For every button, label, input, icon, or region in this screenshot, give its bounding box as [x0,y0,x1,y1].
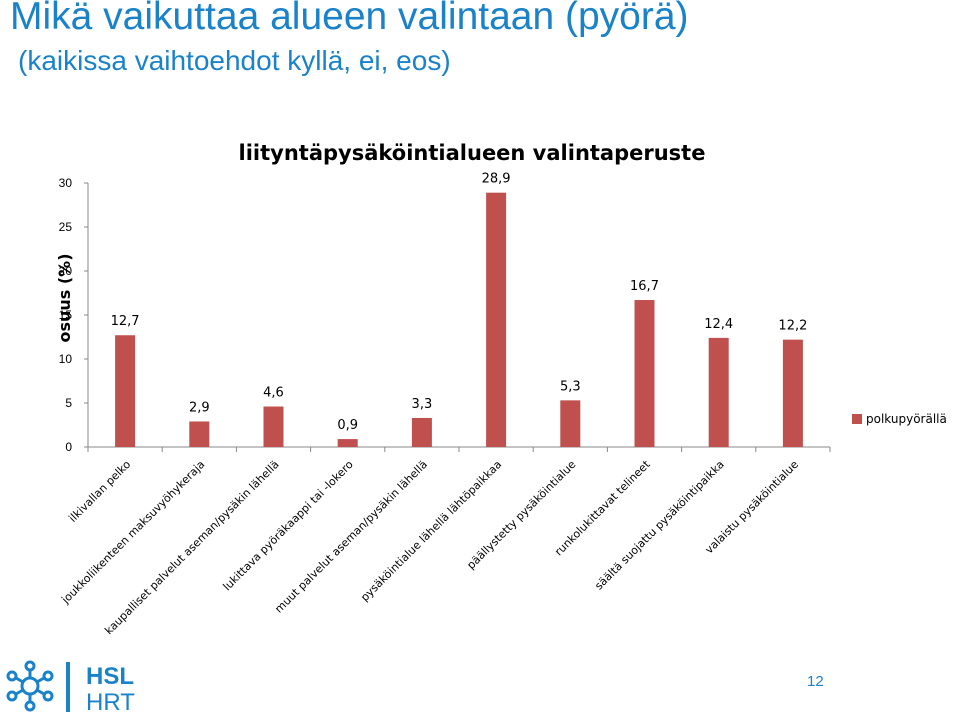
bar [189,421,210,447]
bar [263,406,284,447]
slide-title: Mikä vaikuttaa alueen valintaan (pyörä) [10,0,689,38]
x-tick-label: säältä suojattu pysäköintipaikka [592,458,727,593]
data-label: 28,9 [482,172,511,187]
slide-subtitle: (kaikissa vaihtoehdot kyllä, ei, eos) [18,45,451,76]
bar [486,192,507,447]
bar [115,335,136,447]
data-label: 3,3 [412,397,433,412]
x-tick-label: joukkoliikenteen maksuvyöhykeraja [58,458,207,607]
y-tick-label: 10 [59,352,73,366]
x-tick-label: muut palvelut aseman/pysäkin lähellä [272,458,430,616]
y-tick-label: 30 [59,176,73,190]
hsl-logo-mark: HSL HRT [6,660,135,716]
x-tick-label: ilkivallan pelko [66,458,133,525]
y-tick-label: 25 [59,220,73,234]
x-tick-label: lukittava pyöräkaappi tai -lokero [221,458,356,593]
y-tick-label: 0 [65,440,72,454]
bar [782,339,803,447]
page-number: 12 [807,673,824,690]
data-label: 2,9 [189,400,210,415]
y-tick-label: 5 [65,396,72,410]
bar [411,417,432,447]
x-tick-label: pysäköintialue lähellä lähtöpaikkaa [358,458,504,604]
data-label: 5,3 [560,379,581,394]
y-axis-title: osuus (%) [55,253,74,342]
bar [634,300,655,447]
x-tick-label: kaupalliset palvelut aseman/pysäkin lähe… [102,458,281,637]
hsl-logo: HSL HRT [4,660,154,721]
data-label: 12,7 [111,314,140,329]
chart-title: liityntäpysäköintialueen valintaperuste [239,141,706,165]
bar [708,337,729,447]
y-tick-label: 15 [59,308,73,322]
logo-molecule-icon [6,660,54,712]
data-label: 4,6 [263,386,284,401]
data-label: 16,7 [630,279,659,294]
data-label: 12,2 [778,319,807,334]
logo-text-hrt: HRT [86,689,135,716]
data-label: 12,4 [704,317,733,332]
bar [560,400,581,447]
legend-swatch [852,414,862,424]
data-label: 0,9 [337,418,358,433]
bar [337,439,358,447]
y-tick-label: 20 [59,264,73,278]
logo-text-hsl: HSL [86,663,134,690]
legend-label: polkupyörällä [866,412,947,426]
